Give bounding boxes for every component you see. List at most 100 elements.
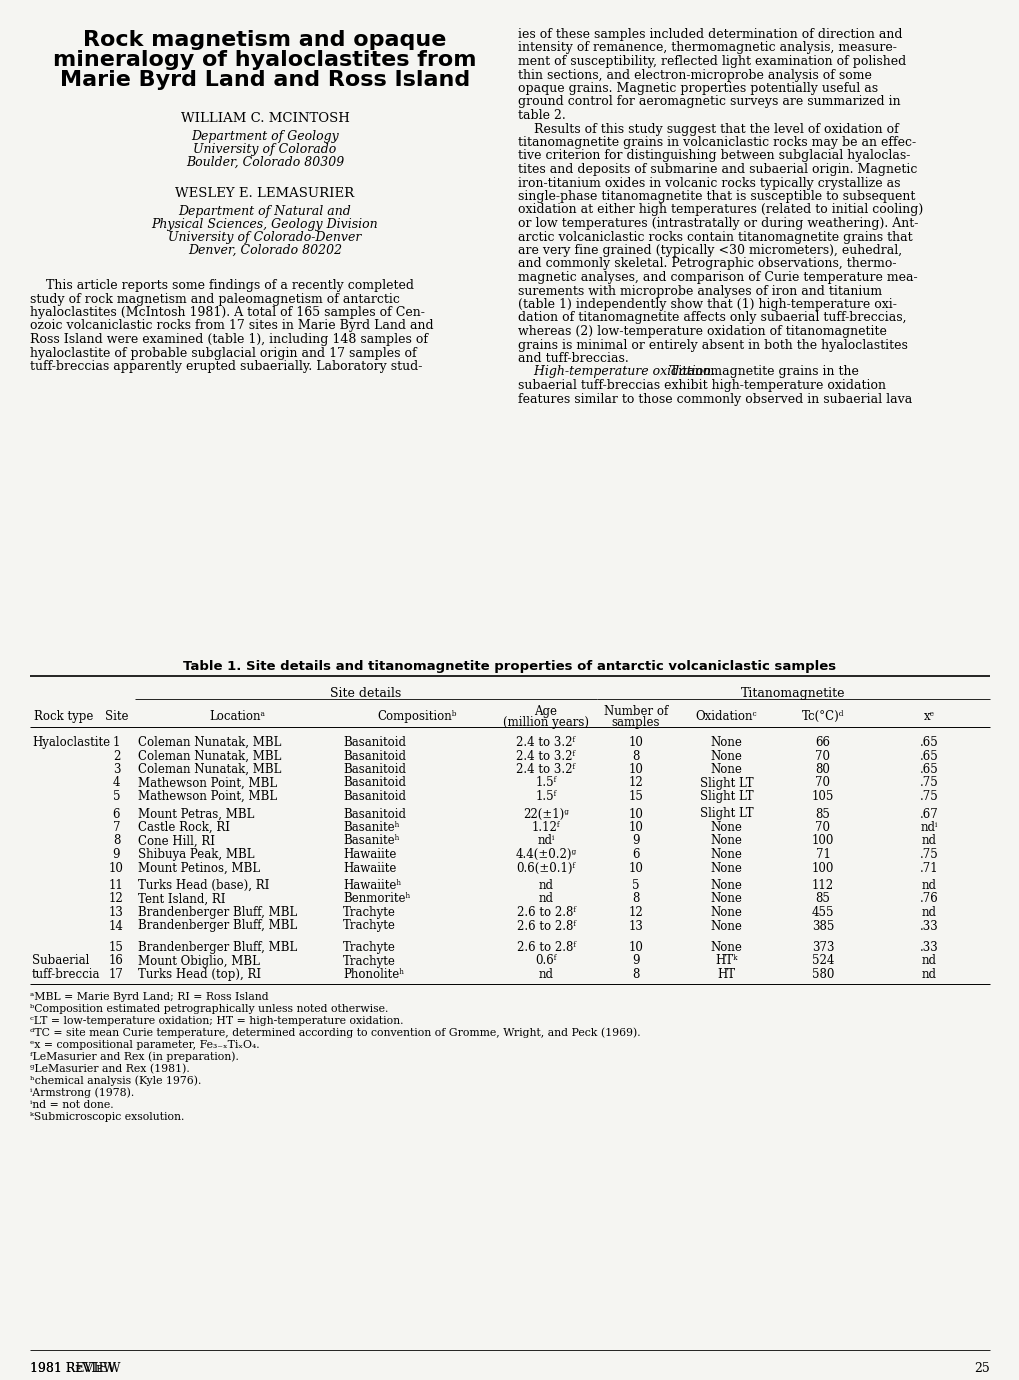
- Text: 1.5ᶠ: 1.5ᶠ: [535, 789, 556, 803]
- Text: None: None: [710, 893, 742, 905]
- Text: Basanitoid: Basanitoid: [342, 807, 406, 821]
- Text: Basanitoid: Basanitoid: [342, 763, 406, 776]
- Text: Slight LT: Slight LT: [699, 807, 753, 821]
- Text: Trachyte: Trachyte: [342, 919, 395, 933]
- Text: surements with microprobe analyses of iron and titanium: surements with microprobe analyses of ir…: [518, 284, 881, 298]
- Text: Basaniteʰ: Basaniteʰ: [342, 821, 399, 834]
- Text: intensity of remanence, thermomagnetic analysis, measure-: intensity of remanence, thermomagnetic a…: [518, 41, 896, 54]
- Text: Brandenberger Bluff, MBL: Brandenberger Bluff, MBL: [138, 919, 297, 933]
- Text: oxidation at either high temperatures (related to initial cooling): oxidation at either high temperatures (r…: [518, 203, 922, 217]
- Text: subaerial tuff-breccias exhibit high-temperature oxidation: subaerial tuff-breccias exhibit high-tem…: [518, 380, 886, 392]
- Text: magnetic analyses, and comparison of Curie temperature mea-: magnetic analyses, and comparison of Cur…: [518, 270, 917, 284]
- Text: Oxidationᶜ: Oxidationᶜ: [695, 709, 756, 723]
- Text: 1.5ᶠ: 1.5ᶠ: [535, 777, 556, 789]
- Text: 13: 13: [109, 907, 124, 919]
- Text: .33: .33: [919, 919, 937, 933]
- Text: 2.6 to 2.8ᶠ: 2.6 to 2.8ᶠ: [516, 907, 575, 919]
- Text: Titanomagnetite grains in the: Titanomagnetite grains in the: [665, 366, 858, 378]
- Text: tuff-breccias apparently erupted subaerially. Laboratory stud-: tuff-breccias apparently erupted subaeri…: [30, 360, 422, 373]
- Text: Basanitoid: Basanitoid: [342, 749, 406, 763]
- Text: Boulder, Colorado 80309: Boulder, Colorado 80309: [185, 156, 343, 168]
- Text: None: None: [710, 749, 742, 763]
- Text: 4.4(±0.2)ᵍ: 4.4(±0.2)ᵍ: [515, 847, 576, 861]
- Text: 2: 2: [113, 749, 120, 763]
- Text: 17: 17: [109, 967, 124, 981]
- Text: Mathewson Point, MBL: Mathewson Point, MBL: [138, 777, 277, 789]
- Text: None: None: [710, 821, 742, 834]
- Text: 66: 66: [815, 736, 829, 749]
- Text: None: None: [710, 861, 742, 875]
- Text: nd: nd: [538, 967, 553, 981]
- Text: and commonly skeletal. Petrographic observations, thermo-: and commonly skeletal. Petrographic obse…: [518, 258, 896, 270]
- Text: .76: .76: [919, 893, 937, 905]
- Text: None: None: [710, 736, 742, 749]
- Text: 2.4 to 3.2ᶠ: 2.4 to 3.2ᶠ: [516, 749, 575, 763]
- Text: .75: .75: [919, 847, 937, 861]
- Text: HT: HT: [716, 967, 735, 981]
- Text: ᶜLT = low-temperature oxidation; HT = high-temperature oxidation.: ᶜLT = low-temperature oxidation; HT = hi…: [30, 1016, 404, 1025]
- Text: 0.6ᶠ: 0.6ᶠ: [535, 955, 556, 967]
- Text: None: None: [710, 835, 742, 847]
- Text: Rock type: Rock type: [35, 709, 94, 723]
- Text: 105: 105: [811, 789, 834, 803]
- Text: 10: 10: [628, 941, 643, 954]
- Text: Cone Hill, RI: Cone Hill, RI: [138, 835, 215, 847]
- Text: 70: 70: [815, 821, 829, 834]
- Text: Mount Obiglio, MBL: Mount Obiglio, MBL: [138, 955, 260, 967]
- Text: whereas (2) low-temperature oxidation of titanomagnetite: whereas (2) low-temperature oxidation of…: [518, 326, 886, 338]
- Text: 8: 8: [632, 967, 639, 981]
- Text: Basanitoid: Basanitoid: [342, 736, 406, 749]
- Text: Site details: Site details: [330, 687, 401, 700]
- Text: Subaerial: Subaerial: [32, 955, 90, 967]
- Text: ozoic volcaniclastic rocks from 17 sites in Marie Byrd Land and: ozoic volcaniclastic rocks from 17 sites…: [30, 320, 433, 333]
- Text: xᵉ: xᵉ: [922, 709, 933, 723]
- Text: University of Colorado-Denver: University of Colorado-Denver: [168, 230, 362, 244]
- Text: 16: 16: [109, 955, 124, 967]
- Text: None: None: [710, 879, 742, 891]
- Text: Shibuya Peak, MBL: Shibuya Peak, MBL: [138, 847, 255, 861]
- Text: mineralogy of hyaloclastites from: mineralogy of hyaloclastites from: [53, 50, 476, 70]
- Text: None: None: [710, 907, 742, 919]
- Text: 13: 13: [628, 919, 643, 933]
- Text: ᶠLeMasurier and Rex (in preparation).: ᶠLeMasurier and Rex (in preparation).: [30, 1052, 238, 1063]
- Text: 5: 5: [632, 879, 639, 891]
- Text: 25: 25: [973, 1362, 989, 1374]
- Text: study of rock magnetism and paleomagnetism of antarctic: study of rock magnetism and paleomagneti…: [30, 293, 399, 305]
- Text: Trachyte: Trachyte: [342, 907, 395, 919]
- Text: ground control for aeromagnetic surveys are summarized in: ground control for aeromagnetic surveys …: [518, 95, 900, 109]
- Text: Coleman Nunatak, MBL: Coleman Nunatak, MBL: [138, 736, 281, 749]
- Text: 2.4 to 3.2ᶠ: 2.4 to 3.2ᶠ: [516, 736, 575, 749]
- Text: or low temperatures (intrastratally or during weathering). Ant-: or low temperatures (intrastratally or d…: [518, 217, 917, 230]
- Text: 2.6 to 2.8ᶠ: 2.6 to 2.8ᶠ: [516, 919, 575, 933]
- Text: Ross Island were examined (table 1), including 148 samples of: Ross Island were examined (table 1), inc…: [30, 333, 428, 346]
- Text: .71: .71: [919, 861, 937, 875]
- Text: Physical Sciences, Geology Division: Physical Sciences, Geology Division: [152, 218, 378, 230]
- Text: .65: .65: [919, 736, 937, 749]
- Text: 85: 85: [815, 807, 829, 821]
- Text: Slight LT: Slight LT: [699, 777, 753, 789]
- Text: 6: 6: [113, 807, 120, 821]
- Text: iron-titanium oxides in volcanic rocks typically crystallize as: iron-titanium oxides in volcanic rocks t…: [518, 177, 900, 189]
- Text: 9: 9: [632, 835, 639, 847]
- Text: University of Colorado: University of Colorado: [194, 144, 336, 156]
- Text: 524: 524: [811, 955, 834, 967]
- Text: 100: 100: [811, 835, 834, 847]
- Text: Rock magnetism and opaque: Rock magnetism and opaque: [84, 30, 446, 50]
- Text: Basanitoid: Basanitoid: [342, 777, 406, 789]
- Text: 373: 373: [811, 941, 834, 954]
- Text: .65: .65: [919, 749, 937, 763]
- Text: 15: 15: [109, 941, 124, 954]
- Text: This article reports some findings of a recently completed: This article reports some findings of a …: [30, 279, 414, 293]
- Text: Age: Age: [534, 705, 557, 718]
- Text: .75: .75: [919, 777, 937, 789]
- Text: and tuff-breccias.: and tuff-breccias.: [518, 352, 628, 364]
- Text: nd: nd: [920, 835, 935, 847]
- Text: 80: 80: [815, 763, 829, 776]
- Text: 10: 10: [109, 861, 124, 875]
- Text: Mount Petras, MBL: Mount Petras, MBL: [138, 807, 254, 821]
- Text: 0.6(±0.1)ᶠ: 0.6(±0.1)ᶠ: [516, 861, 575, 875]
- Text: 6: 6: [632, 847, 639, 861]
- Text: ⁱArmstrong (1978).: ⁱArmstrong (1978).: [30, 1087, 135, 1098]
- Text: 9: 9: [632, 955, 639, 967]
- Text: 4: 4: [113, 777, 120, 789]
